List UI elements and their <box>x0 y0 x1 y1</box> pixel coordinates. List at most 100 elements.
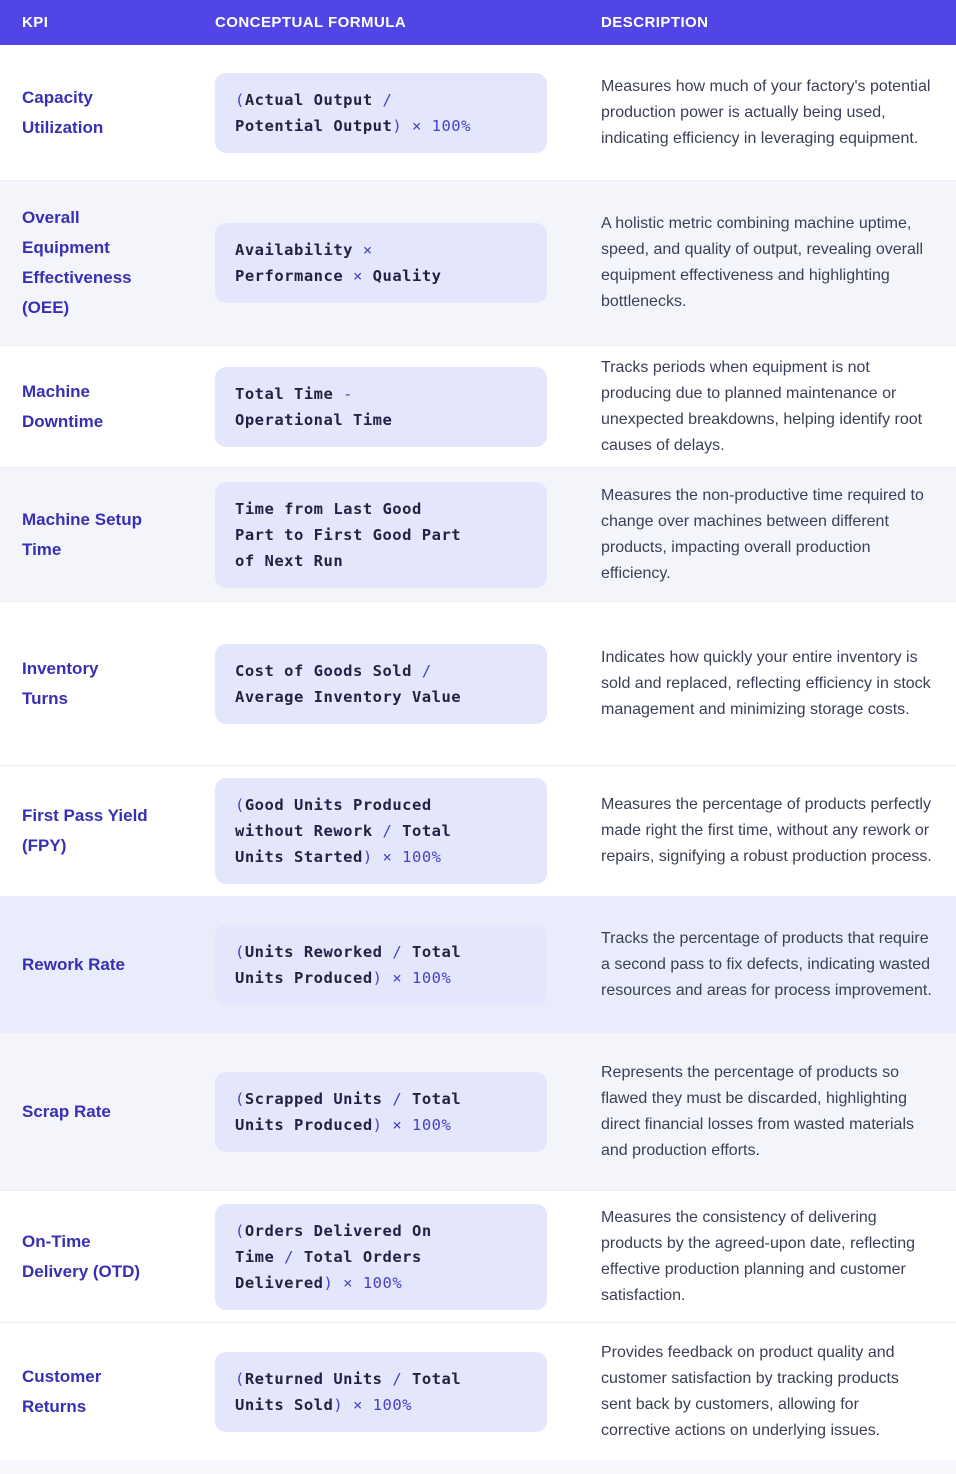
kpi-name: Customer <box>22 1366 102 1386</box>
kpi-description: Tracks periods when equipment is not pro… <box>601 358 923 454</box>
formula-name-segment: Units Sold <box>235 1395 334 1414</box>
formula-line: Performance × Quality <box>235 263 527 289</box>
kpi-name: Returns <box>22 1396 87 1416</box>
kpi-name: Turns <box>22 688 68 708</box>
formula-name-segment: Quality <box>372 267 442 285</box>
kpi-cell: Machine Setup Time <box>0 505 215 565</box>
formula-op-segment: / <box>274 1247 304 1266</box>
kpi-description: Indicates how quickly your entire invent… <box>601 648 931 718</box>
kpi-description: Measures the consistency of delivering p… <box>601 1208 915 1304</box>
formula-op-segment: ( <box>235 90 245 109</box>
table-row: Machine Downtime Total Time - Operational T… <box>0 345 956 467</box>
kpi-name: Inventory <box>22 658 99 678</box>
formula-name-segment: Performance <box>235 267 344 285</box>
formula-box: (Scrapped Units / Total Units Produced) ×… <box>215 1071 547 1152</box>
formula-name-segment: Delivered <box>235 1273 324 1292</box>
formula-line: (Units Reworked / Total <box>235 939 527 965</box>
formula-cell: (Orders Delivered On Time / Total Orders D… <box>215 1203 547 1310</box>
formula-op-segment: ( <box>235 1221 245 1240</box>
table-row: On-Time Delivery (OTD) (Orders Delivered O… <box>0 1190 956 1322</box>
formula-op-segment: / <box>372 90 393 109</box>
formula-name-segment: Total <box>402 822 452 840</box>
kpi-name: (OEE) <box>22 298 70 317</box>
formula-line: (Returned Units / Total <box>235 1366 527 1392</box>
formula-line: Units Produced) × 100% <box>235 965 527 991</box>
formula-box: Time from Last Good Part to First Good Pa… <box>215 481 547 588</box>
formula-cell: Time from Last Good Part to First Good Pa… <box>215 481 547 588</box>
kpi-name: Time <box>22 539 62 559</box>
description-cell: Measures the non-productive time require… <box>601 483 956 587</box>
formula-line: Potential Output) × 100% <box>235 113 527 139</box>
table-row: Rework Rate (Units Reworked / Total Units … <box>0 896 956 1032</box>
description-cell: Provides feedback on product quality and… <box>601 1340 956 1444</box>
kpi-name: (FPY) <box>22 836 67 855</box>
formula-line: Availability × <box>235 237 527 263</box>
page-footer <box>0 1460 956 1474</box>
description-cell: Tracks the percentage of products that r… <box>601 926 956 1004</box>
formula-cell: Total Time - Operational Time <box>215 366 547 447</box>
formula-box: (Units Reworked / Total Units Produced) ×… <box>215 924 547 1005</box>
formula-name-segment: Total <box>412 1369 462 1388</box>
description-cell: Tracks periods when equipment is not pro… <box>601 355 956 459</box>
table-row: Overall Equipment Effectiveness (OEE) Availa… <box>0 180 956 345</box>
formula-line: Units Produced) × 100% <box>235 1112 527 1138</box>
formula-op-segment: - <box>333 384 353 403</box>
kpi-cell: Scrap Rate <box>0 1097 215 1127</box>
kpi-cell: Customer Returns <box>0 1362 215 1422</box>
formula-cell: (Scrapped Units / Total Units Produced) ×… <box>215 1071 547 1152</box>
formula-op-segment: ( <box>235 942 245 961</box>
kpi-name: Equipment <box>22 238 110 257</box>
formula-op-segment: ( <box>235 1369 245 1388</box>
formula-box: (Actual Output / Potential Output) × 100% <box>215 72 547 153</box>
formula-op-segment: ) × 100% <box>333 1395 412 1414</box>
formula-box: Availability × Performance × Quality <box>215 223 547 303</box>
formula-name-segment: Units Produced <box>235 1115 373 1134</box>
kpi-name: Capacity <box>22 87 93 107</box>
formula-name-segment: Potential Output <box>235 116 393 135</box>
kpi-cell: On-Time Delivery (OTD) <box>0 1227 215 1287</box>
kpi-description: Measures the non-productive time require… <box>601 486 924 582</box>
formula-name-segment: without Rework <box>235 822 373 840</box>
kpi-description: Provides feedback on product quality and… <box>601 1343 899 1439</box>
formula-name-segment: Time <box>235 1247 275 1266</box>
kpi-name: Machine <box>22 381 91 401</box>
formula-line: Average Inventory Value <box>235 684 527 710</box>
header-conceptual-formula: CONCEPTUAL FORMULA <box>215 14 407 31</box>
kpi-name: Downtime <box>22 411 104 431</box>
formula-name-segment: Units Produced <box>235 968 373 987</box>
formula-name-segment: Good Units Produced <box>244 796 432 814</box>
formula-op-segment: ( <box>235 796 245 814</box>
table-row: Customer Returns (Returned Units / Total Un… <box>0 1322 956 1460</box>
kpi-description: Tracks the percentage of products that r… <box>601 929 932 999</box>
formula-cell: (Units Reworked / Total Units Produced) ×… <box>215 924 547 1005</box>
description-cell: Measures the consistency of delivering p… <box>601 1205 956 1309</box>
formula-line: Delivered) × 100% <box>235 1270 527 1296</box>
formula-name-segment: Average Inventory Value <box>235 687 462 706</box>
formula-cell: (Good Units Produced without Rework / Tot… <box>215 778 547 884</box>
formula-op-segment: / <box>411 661 432 680</box>
header-description: DESCRIPTION <box>601 14 709 31</box>
formula-name-segment: Units Started <box>235 848 363 866</box>
formula-cell: Availability × Performance × Quality <box>215 223 547 303</box>
table-row: Machine Setup Time Time from Last Good Part… <box>0 467 956 601</box>
formula-op-segment: ) × 100% <box>392 116 471 135</box>
formula-line: without Rework / Total <box>235 818 527 844</box>
table-row: First Pass Yield (FPY) (Good Units Produce… <box>0 765 956 896</box>
description-cell: Indicates how quickly your entire invent… <box>601 645 956 723</box>
formula-line: (Actual Output / <box>235 87 527 113</box>
formula-name-segment: Units Reworked <box>244 942 383 961</box>
description-cell: A holistic metric combining machine upti… <box>601 211 956 315</box>
kpi-name: Delivery (OTD) <box>22 1261 141 1281</box>
formula-name-segment: Orders Delivered On <box>244 1221 432 1240</box>
formula-op-segment: ) × 100% <box>362 848 442 866</box>
kpi-cell: Capacity Utilization <box>0 83 215 143</box>
table-body: Capacity Utilization (Actual Output / Poten… <box>0 45 956 1460</box>
description-cell: Measures the percentage of products perf… <box>601 792 956 870</box>
kpi-description: A holistic metric combining machine upti… <box>601 215 923 310</box>
formula-line: of Next Run <box>235 548 527 574</box>
kpi-cell: Rework Rate <box>0 950 215 980</box>
kpi-name: Utilization <box>22 117 104 137</box>
kpi-description: Represents the percentage of products so… <box>601 1063 915 1159</box>
kpi-cell: First Pass Yield (FPY) <box>0 801 215 861</box>
formula-box: Total Time - Operational Time <box>215 366 547 447</box>
